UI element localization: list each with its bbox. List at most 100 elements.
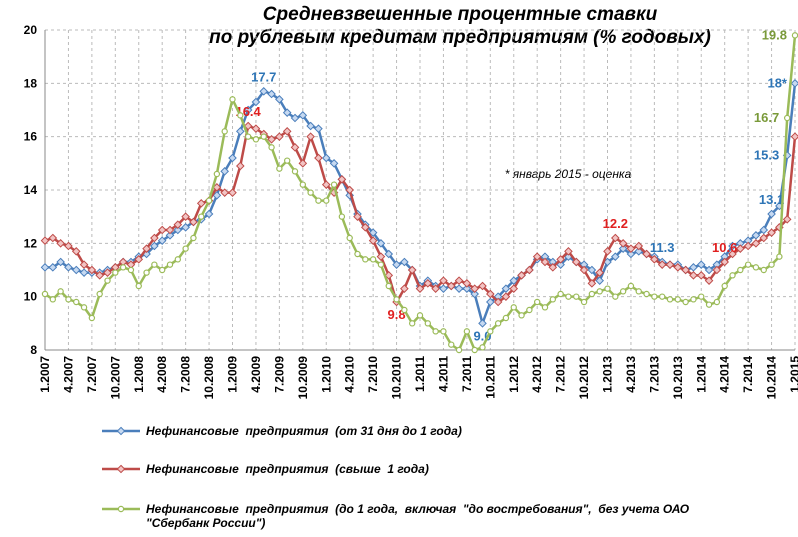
data-point <box>236 127 245 136</box>
data-point <box>103 268 112 277</box>
data-point <box>79 260 89 269</box>
data-point <box>408 320 416 327</box>
data-point <box>229 96 236 103</box>
data-point <box>790 79 798 88</box>
data-point <box>665 260 675 269</box>
x-tick-label: 4.2012 <box>530 356 544 393</box>
data-point <box>790 132 798 141</box>
legend-swatch <box>102 505 140 513</box>
data-point <box>205 197 213 204</box>
data-point <box>525 265 534 275</box>
data-point <box>424 320 432 327</box>
data-point <box>642 249 651 259</box>
data-point <box>134 255 144 264</box>
data-point <box>392 260 401 269</box>
data-point <box>157 236 167 245</box>
data-point <box>657 260 667 269</box>
data-point <box>517 271 526 280</box>
data-point <box>415 284 425 293</box>
chart-title: Средневзвешенные процентные ставки по руб… <box>209 4 711 48</box>
data-point <box>416 312 424 319</box>
data-point <box>557 290 564 298</box>
data-point <box>56 239 65 248</box>
data-point <box>119 264 127 271</box>
data-point <box>463 328 471 335</box>
x-tick-label: 10.2013 <box>671 356 685 400</box>
data-point <box>533 298 541 306</box>
data-point <box>626 249 636 259</box>
data-point <box>275 132 284 141</box>
data-point <box>385 282 392 290</box>
data-point <box>595 276 604 285</box>
data-point <box>470 289 479 299</box>
data-point <box>439 276 448 285</box>
data-point <box>228 153 237 163</box>
data-point <box>369 256 377 263</box>
data-label: 17.7 <box>251 69 276 84</box>
x-tick-label: 1.2008 <box>132 356 146 393</box>
x-tick-label: 1.2011 <box>413 356 427 392</box>
data-point <box>165 231 175 240</box>
x-tick-label: 10.2014 <box>765 356 779 400</box>
data-point <box>540 257 550 267</box>
data-point <box>196 199 206 208</box>
data-point <box>260 133 267 140</box>
data-point <box>768 261 775 268</box>
legend-swatch <box>102 464 140 474</box>
data-point <box>276 165 283 172</box>
data-point <box>612 293 619 300</box>
data-point <box>80 304 88 311</box>
data-point <box>143 269 150 276</box>
data-point <box>651 293 658 300</box>
y-tick-label: 18 <box>24 76 38 90</box>
data-point <box>212 191 222 200</box>
data-label: 11.3 <box>650 240 675 255</box>
data-point <box>376 239 386 248</box>
x-tick-label: 1.2009 <box>226 356 240 393</box>
legend-entry: Нефинансовые предприятия (от 31 дня до 1… <box>100 424 760 438</box>
data-point <box>157 225 167 235</box>
y-tick-label: 14 <box>24 183 38 197</box>
data-point <box>448 341 455 348</box>
data-label: 16.7 <box>754 110 779 125</box>
data-point <box>57 288 64 295</box>
x-tick-label: 7.2010 <box>366 356 380 393</box>
data-point <box>713 298 721 306</box>
data-point <box>282 127 292 136</box>
data-point <box>298 111 308 120</box>
data-point <box>283 157 291 164</box>
data-point <box>743 241 753 251</box>
data-point <box>752 264 760 271</box>
data-point <box>478 319 487 328</box>
data-point <box>658 293 666 300</box>
data-point <box>674 296 682 303</box>
data-point <box>643 290 650 298</box>
data-point <box>619 288 627 295</box>
data-point <box>228 188 237 197</box>
x-tick-label: 1.2012 <box>507 356 521 393</box>
data-point <box>689 263 698 272</box>
data-point <box>220 188 229 197</box>
data-point <box>323 197 330 204</box>
data-point <box>767 228 776 237</box>
data-point <box>291 168 299 175</box>
data-point <box>88 314 96 322</box>
data-point <box>40 236 50 245</box>
x-tick-label: 4.2010 <box>343 356 357 393</box>
data-point <box>486 297 495 307</box>
legend-marker <box>116 464 126 474</box>
data-point <box>689 271 698 280</box>
legend-label: Нефинансовые предприятия (от 31 дня до 1… <box>146 424 462 438</box>
data-point <box>494 320 502 327</box>
data-point <box>299 181 307 188</box>
data-point <box>252 136 260 143</box>
data-point <box>462 284 472 293</box>
data-point <box>704 276 714 285</box>
data-point <box>220 167 229 176</box>
data-point <box>587 279 597 288</box>
data-point <box>634 241 644 251</box>
data-point <box>556 255 565 264</box>
data-point <box>751 231 761 240</box>
data-point <box>361 223 370 232</box>
data-point <box>696 271 706 280</box>
